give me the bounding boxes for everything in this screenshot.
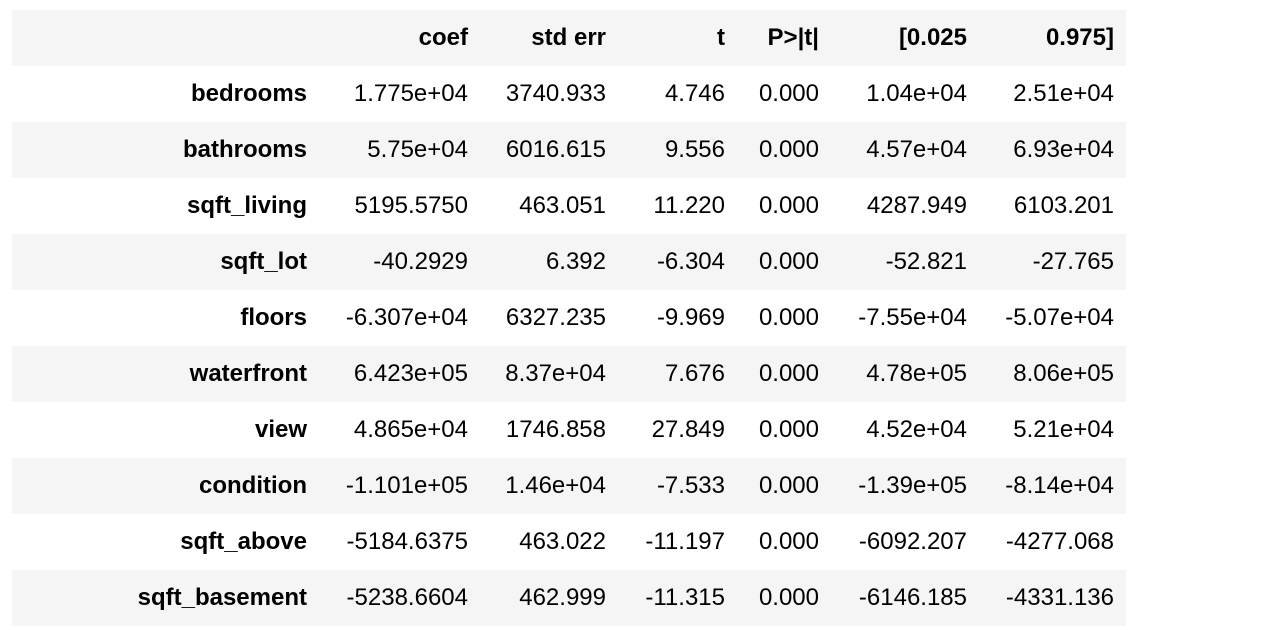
t-cell: 9.556	[664, 136, 725, 163]
row-label: floors	[240, 304, 307, 331]
table-row: bedrooms 1.775e+04 3740.933 4.746 0.000 1.04e…	[12, 66, 1126, 122]
header-std-err: std err	[531, 24, 606, 51]
row-label: bathrooms	[182, 136, 307, 163]
table-row: view 4.865e+04 1746.858 27.849 0.000 4.52e+04…	[12, 402, 1126, 458]
row-label: sqft_basement	[137, 584, 307, 611]
ci-upper-cell: -4277.068	[1005, 528, 1114, 555]
t-cell: 11.220	[653, 192, 725, 219]
row-label: sqft_lot	[220, 248, 307, 275]
header-ci-upper: 0.975]	[1045, 24, 1114, 51]
p-value-cell: 0.000	[758, 80, 819, 107]
ci-upper-cell: 6.93e+04	[1013, 136, 1114, 163]
coef-cell: 6.423e+05	[353, 360, 468, 387]
std-err-cell: 6.392	[545, 248, 606, 275]
regression-coef-table: coef std err t P>|t| [0.025 0.975] bedro…	[12, 10, 1126, 626]
row-label: condition	[199, 472, 307, 499]
p-value-cell: 0.000	[758, 416, 819, 443]
std-err-cell: 3740.933	[505, 80, 606, 107]
table-row: sqft_basement -5238.6604 462.999 -11.315 0.0…	[12, 570, 1126, 626]
table-row: waterfront 6.423e+05 8.37e+04 7.676 0.000 4.7…	[12, 346, 1126, 402]
coef-cell: -6.307e+04	[345, 304, 468, 331]
std-err-cell: 463.051	[519, 192, 606, 219]
ci-lower-cell: -52.821	[885, 248, 967, 275]
ci-upper-cell: -27.765	[1032, 248, 1114, 275]
p-value-cell: 0.000	[758, 360, 819, 387]
ci-upper-cell: 2.51e+04	[1013, 80, 1114, 107]
t-cell: 27.849	[651, 416, 725, 443]
ci-upper-cell: 8.06e+05	[1013, 360, 1114, 387]
table-row: bathrooms 5.75e+04 6016.615 9.556 0.000 4.57e…	[12, 122, 1126, 178]
coef-cell: -5184.6375	[346, 528, 468, 555]
t-cell: 4.746	[664, 80, 725, 107]
p-value-cell: 0.000	[758, 584, 819, 611]
table-row: condition -1.101e+05 1.46e+04 -7.533 0.000 -1…	[12, 458, 1126, 514]
ci-upper-cell: -8.14e+04	[1005, 472, 1114, 499]
table-body: bedrooms 1.775e+04 3740.933 4.746 0.000 1.04e…	[12, 66, 1126, 626]
row-label: view	[254, 416, 307, 443]
table-row: sqft_above -5184.6375 463.022 -11.197 0.000 -…	[12, 514, 1126, 570]
t-cell: 7.676	[664, 360, 725, 387]
std-err-cell: 1746.858	[505, 416, 606, 443]
p-value-cell: 0.000	[758, 248, 819, 275]
p-value-cell: 0.000	[758, 136, 819, 163]
t-cell: -7.533	[656, 472, 725, 499]
header-ci-lower: [0.025	[898, 24, 967, 51]
ci-lower-cell: 4.57e+04	[866, 136, 967, 163]
ci-lower-cell: -7.55e+04	[858, 304, 967, 331]
t-cell: -11.197	[645, 528, 725, 555]
t-cell: -11.315	[645, 584, 725, 611]
table-row: floors -6.307e+04 6327.235 -9.969 0.000 -7.55…	[12, 290, 1126, 346]
header-row: coef std err t P>|t| [0.025 0.975]	[12, 10, 1126, 66]
header-t: t	[717, 24, 725, 51]
std-err-cell: 463.022	[519, 528, 606, 555]
ci-upper-cell: 6103.201	[1013, 192, 1114, 219]
ci-lower-cell: 4287.949	[866, 192, 967, 219]
ci-lower-cell: -6146.185	[858, 584, 967, 611]
ci-upper-cell: -5.07e+04	[1005, 304, 1114, 331]
coef-cell: 5195.5750	[354, 192, 468, 219]
t-cell: -6.304	[656, 248, 725, 275]
ci-upper-cell: 5.21e+04	[1013, 416, 1114, 443]
coef-cell: -40.2929	[373, 248, 468, 275]
ci-lower-cell: 4.78e+05	[866, 360, 967, 387]
ci-lower-cell: -1.39e+05	[858, 472, 967, 499]
header-coef: coef	[418, 24, 468, 51]
table-row: sqft_living 5195.5750 463.051 11.220 0.000 42…	[12, 178, 1126, 234]
regression-coef-table-container: coef std err t P>|t| [0.025 0.975] bedro…	[12, 10, 1126, 626]
p-value-cell: 0.000	[758, 528, 819, 555]
ci-lower-cell: 1.04e+04	[866, 80, 967, 107]
t-cell: -9.969	[656, 304, 725, 331]
row-label: waterfront	[189, 360, 307, 387]
table-row: sqft_lot -40.2929 6.392 -6.304 0.000 -52.821 -…	[12, 234, 1126, 290]
header-p-value: P>|t|	[767, 24, 819, 51]
coef-cell: 4.865e+04	[353, 416, 468, 443]
row-label: bedrooms	[190, 80, 307, 107]
row-label: sqft_living	[186, 192, 307, 219]
ci-upper-cell: -4331.136	[1005, 584, 1114, 611]
p-value-cell: 0.000	[758, 192, 819, 219]
coef-cell: 1.775e+04	[353, 80, 468, 107]
header-corner	[12, 10, 317, 66]
std-err-cell: 8.37e+04	[505, 360, 606, 387]
ci-lower-cell: 4.52e+04	[866, 416, 967, 443]
coef-cell: -1.101e+05	[345, 472, 468, 499]
std-err-cell: 6016.615	[505, 136, 606, 163]
p-value-cell: 0.000	[758, 472, 819, 499]
std-err-cell: 6327.235	[505, 304, 606, 331]
coef-cell: -5238.6604	[346, 584, 468, 611]
std-err-cell: 462.999	[519, 584, 606, 611]
std-err-cell: 1.46e+04	[505, 472, 606, 499]
row-label: sqft_above	[180, 528, 307, 555]
coef-cell: 5.75e+04	[367, 136, 468, 163]
p-value-cell: 0.000	[758, 304, 819, 331]
ci-lower-cell: -6092.207	[858, 528, 967, 555]
